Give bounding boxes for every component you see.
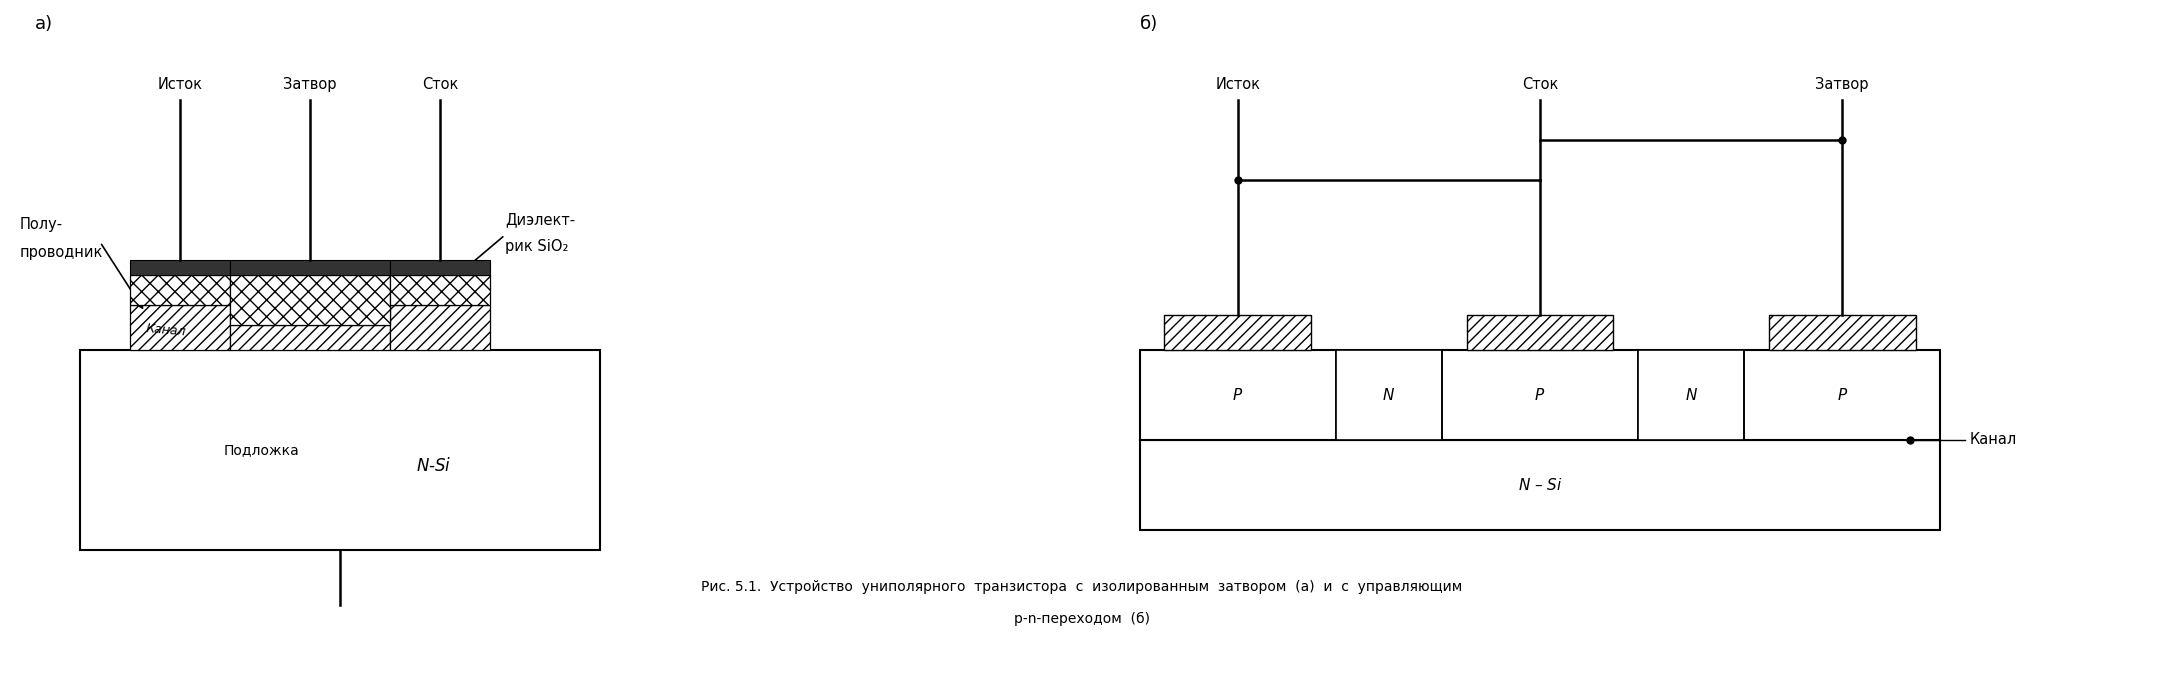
- Bar: [130, 260, 229, 275]
- Bar: [130, 305, 229, 350]
- Text: а): а): [35, 15, 54, 33]
- Bar: [130, 275, 229, 305]
- Text: Канал: Канал: [145, 322, 186, 338]
- Bar: [1335, 350, 1441, 440]
- Text: Исток: Исток: [1216, 77, 1259, 92]
- Bar: [229, 260, 390, 275]
- Text: б): б): [1140, 15, 1158, 33]
- Text: $\mathit{P}$: $\mathit{P}$: [1837, 387, 1848, 403]
- Text: Сток: Сток: [422, 77, 459, 92]
- Bar: [229, 325, 390, 350]
- Bar: [1140, 350, 1939, 440]
- Text: проводник: проводник: [19, 244, 104, 259]
- Text: Полу-: Полу-: [19, 217, 63, 233]
- Bar: [229, 275, 390, 325]
- Text: $\mathit{N}$ – $\mathit{Si}$: $\mathit{N}$ – $\mathit{Si}$: [1517, 477, 1562, 493]
- Text: рик SiO₂: рик SiO₂: [504, 239, 569, 255]
- Bar: [1164, 315, 1311, 350]
- Text: $\mathit{P}$: $\mathit{P}$: [1231, 387, 1244, 403]
- Bar: [390, 305, 489, 350]
- Bar: [1768, 315, 1915, 350]
- Text: $\mathit{N}$-$\mathit{Si}$: $\mathit{N}$-$\mathit{Si}$: [415, 457, 452, 475]
- Text: Рис. 5.1.  Устройство  униполярного  транзистора  с  изолированным  затвором  (а: Рис. 5.1. Устройство униполярного транзи…: [701, 580, 1463, 594]
- Text: Сток: Сток: [1521, 77, 1558, 92]
- Text: p-n-переходом  (б): p-n-переходом (б): [1015, 612, 1149, 626]
- Text: $\mathit{N}$: $\mathit{N}$: [1383, 387, 1396, 403]
- Bar: [390, 275, 489, 305]
- Text: Канал: Канал: [1969, 433, 2017, 448]
- Bar: [390, 260, 489, 275]
- Text: Диэлект-: Диэлект-: [504, 213, 576, 228]
- Text: Затвор: Затвор: [1816, 77, 1870, 92]
- Text: $\mathit{P}$: $\mathit{P}$: [1534, 387, 1545, 403]
- Bar: [1638, 350, 1744, 440]
- Text: $\mathit{N}$: $\mathit{N}$: [1684, 387, 1697, 403]
- Text: Затвор: Затвор: [283, 77, 338, 92]
- Bar: [1467, 315, 1614, 350]
- Text: Подложка: Подложка: [225, 443, 301, 457]
- Bar: [1140, 440, 1939, 530]
- Bar: [80, 350, 599, 550]
- Text: Исток: Исток: [158, 77, 203, 92]
